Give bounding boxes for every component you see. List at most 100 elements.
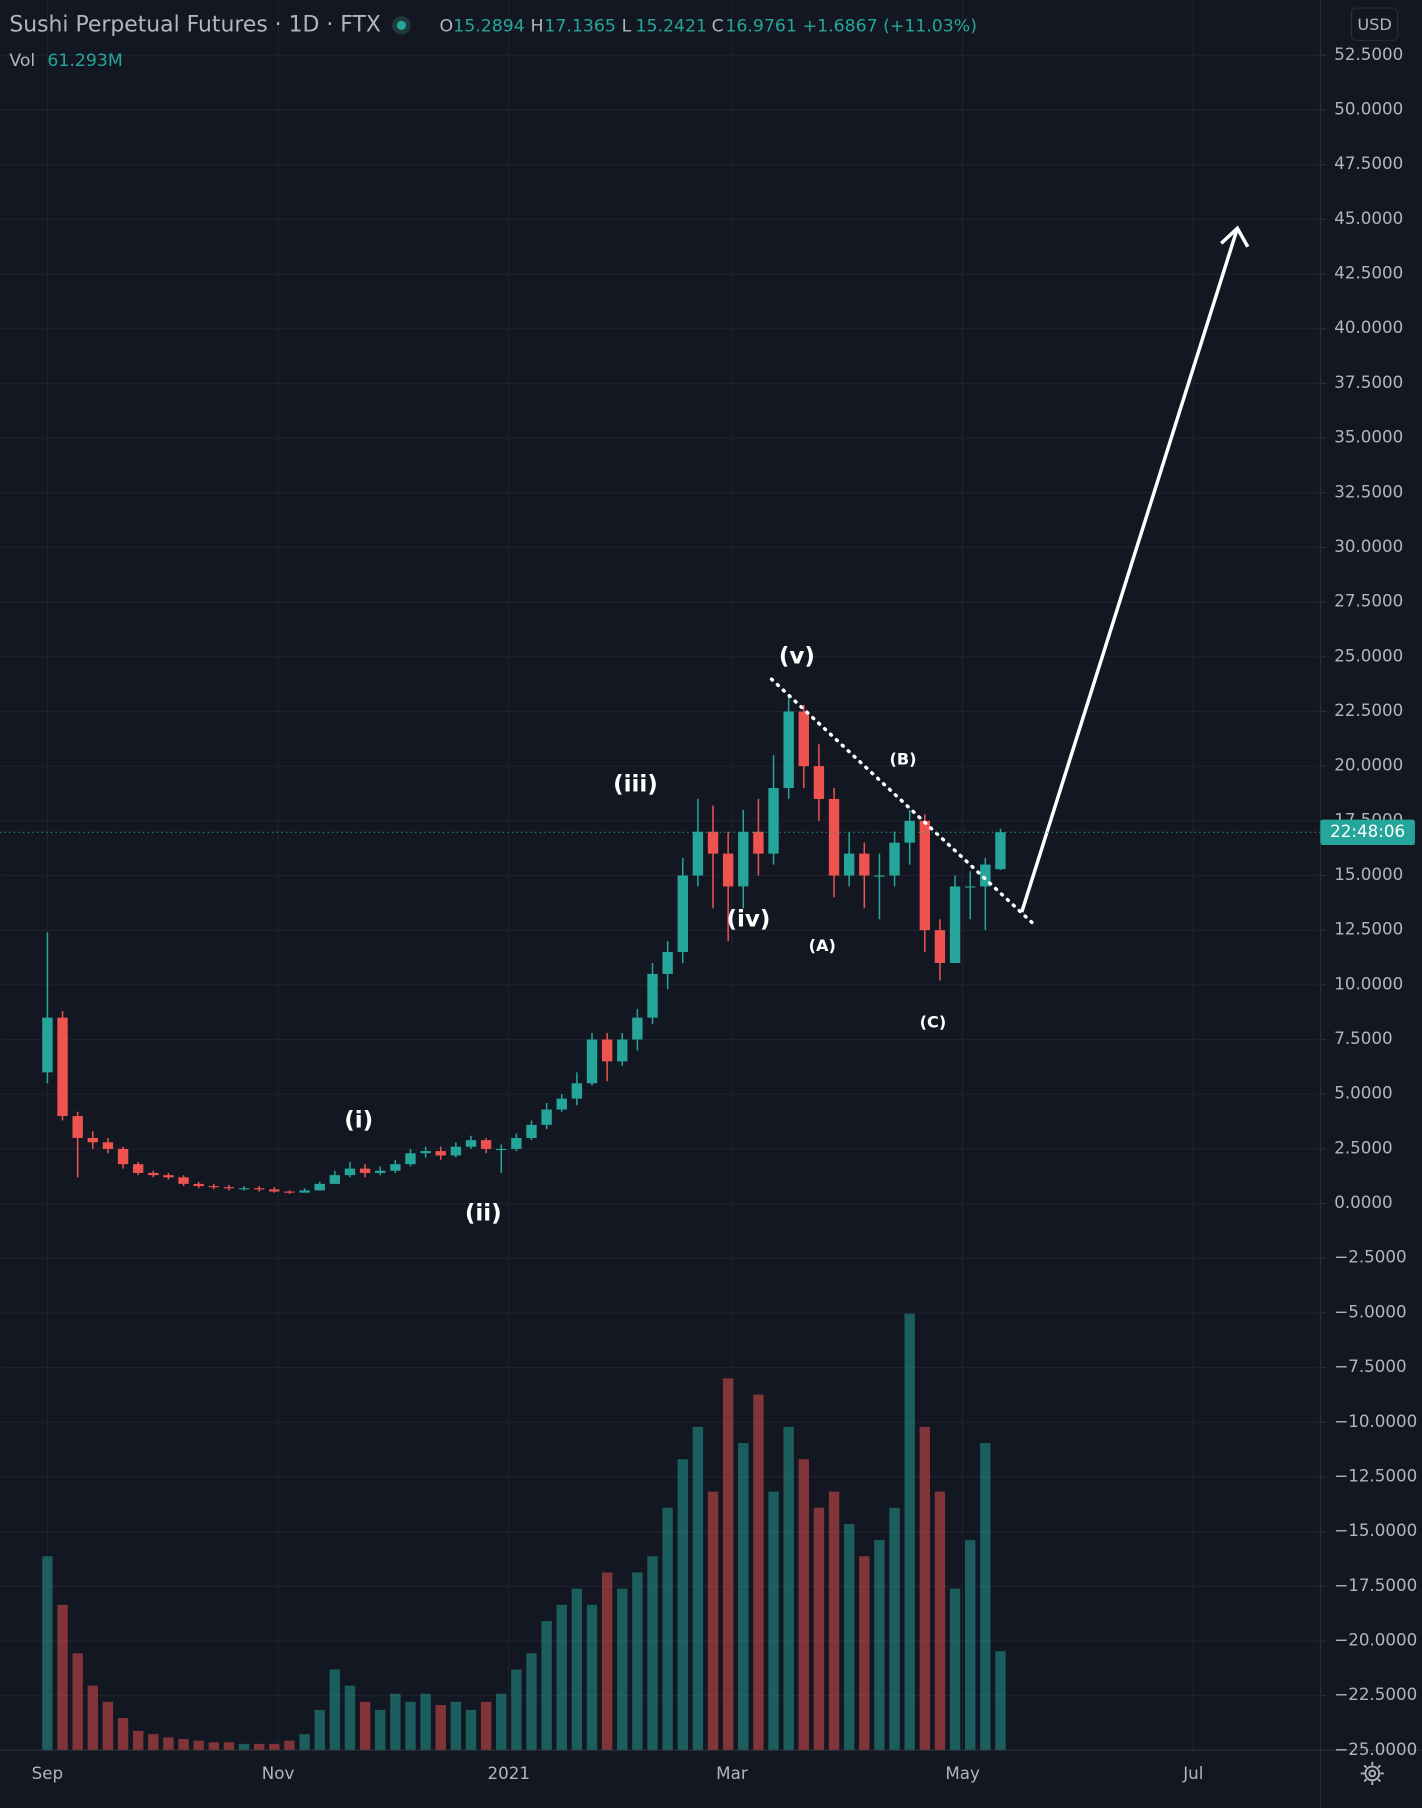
volume-bar <box>465 1709 477 1751</box>
candle-body <box>480 1140 492 1149</box>
volume-bar <box>904 1313 915 1751</box>
volume-bar <box>949 1588 961 1751</box>
volume-bar <box>480 1701 492 1751</box>
ohlc-value: 17.1365 <box>544 17 615 37</box>
candle-body <box>798 711 809 767</box>
volume-bar <box>586 1604 598 1751</box>
candle-body <box>919 820 930 931</box>
candle-body <box>132 1164 144 1173</box>
volume-bar <box>556 1604 567 1751</box>
candle-body <box>375 1170 386 1173</box>
ohlc-value: 15.2421 <box>635 17 706 37</box>
volume-pane <box>42 1313 1006 1751</box>
change-value: +1.6867 (+11.03%) <box>803 17 977 37</box>
candle-body <box>859 853 870 876</box>
ohlc-key: H <box>531 17 544 37</box>
volume-bar <box>692 1426 704 1751</box>
candle-body <box>42 1017 53 1073</box>
volume-bar <box>889 1507 900 1751</box>
y-tick-label: 35.0000 <box>1334 427 1403 447</box>
candle-body <box>344 1168 356 1176</box>
currency-button[interactable] <box>1350 7 1399 41</box>
candle-body <box>208 1186 220 1188</box>
candles <box>42 696 1006 1194</box>
y-tick-label: 37.5000 <box>1334 372 1403 392</box>
candle-body <box>965 886 976 888</box>
candle-body <box>541 1109 552 1125</box>
ohlc-key: C <box>712 17 724 37</box>
volume-bar <box>208 1742 220 1751</box>
y-tick-label: 25.0000 <box>1334 645 1403 665</box>
candle-body <box>753 831 764 854</box>
volume-bar <box>132 1730 144 1751</box>
volume-bar <box>571 1588 583 1751</box>
y-tick-label: 15.0000 <box>1334 864 1403 884</box>
y-tick-label: −17.5000 <box>1334 1575 1417 1595</box>
candle-body <box>617 1039 628 1062</box>
wave-label: (C) <box>920 1012 947 1031</box>
volume-bar <box>57 1604 68 1751</box>
candle-body <box>238 1188 250 1190</box>
y-tick-label: −22.5000 <box>1334 1684 1417 1704</box>
y-tick-label: 7.5000 <box>1334 1028 1392 1048</box>
volume-bar <box>405 1701 416 1751</box>
volume-bar <box>798 1459 809 1751</box>
y-tick-label: 22.5000 <box>1334 700 1403 720</box>
volume-bar <box>269 1743 280 1751</box>
y-tick-label: −15.0000 <box>1334 1520 1417 1540</box>
volume-bar <box>102 1701 114 1751</box>
candle-body <box>148 1172 159 1176</box>
volume-bar <box>42 1556 53 1751</box>
trend-line <box>769 677 1038 928</box>
ohlc-key: L <box>622 17 632 37</box>
candle-body <box>647 973 658 1018</box>
candle-body <box>738 831 749 887</box>
volume-bar <box>707 1491 719 1751</box>
volume-bar <box>662 1507 673 1751</box>
candle-body <box>934 930 946 963</box>
volume-bar <box>314 1709 325 1751</box>
volume-bar <box>420 1693 431 1751</box>
candle-body <box>949 886 961 963</box>
volume-bar <box>632 1572 643 1751</box>
wave-label: (i) <box>344 1107 373 1133</box>
y-tick-label: 40.0000 <box>1334 317 1403 337</box>
candle-body <box>662 952 673 974</box>
wave-labels: (i) (ii) (iii) (iv) (v) (A) (B) (C) <box>344 644 946 1227</box>
y-tick-label: 45.0000 <box>1334 208 1403 228</box>
candle-body <box>314 1183 325 1191</box>
y-tick-label: −20.0000 <box>1334 1629 1417 1649</box>
candle-body <box>783 711 794 789</box>
volume-bar <box>163 1737 174 1751</box>
projection-arrow <box>1020 225 1250 913</box>
volume-bar <box>813 1507 825 1751</box>
candle-body <box>420 1151 431 1154</box>
candle-body <box>768 788 779 854</box>
candle-body <box>178 1177 189 1184</box>
candle-body <box>450 1146 462 1156</box>
y-tick-label: −10.0000 <box>1334 1411 1417 1431</box>
volume-bar <box>148 1734 159 1751</box>
volume-bar <box>859 1556 870 1751</box>
x-tick-label: Mar <box>716 1763 748 1783</box>
currency-label[interactable]: USD <box>1357 15 1391 34</box>
volume-bar <box>677 1459 688 1751</box>
volume-bar <box>738 1443 749 1751</box>
candle-body <box>813 766 825 799</box>
wave-label: (v) <box>779 644 815 670</box>
candle-body <box>707 831 719 854</box>
candle-body <box>828 798 840 876</box>
settings-icon[interactable] <box>1360 1761 1384 1785</box>
candle-body <box>586 1039 598 1084</box>
candle-body <box>692 831 704 876</box>
volume-bar <box>511 1669 522 1751</box>
candle-body <box>299 1190 310 1193</box>
last-price-box <box>1320 819 1415 845</box>
wave-label: (B) <box>889 749 916 768</box>
candle-body <box>571 1083 583 1099</box>
y-tick-label: 27.5000 <box>1334 591 1403 611</box>
candle-body <box>677 875 688 953</box>
volume-bar <box>284 1740 295 1751</box>
